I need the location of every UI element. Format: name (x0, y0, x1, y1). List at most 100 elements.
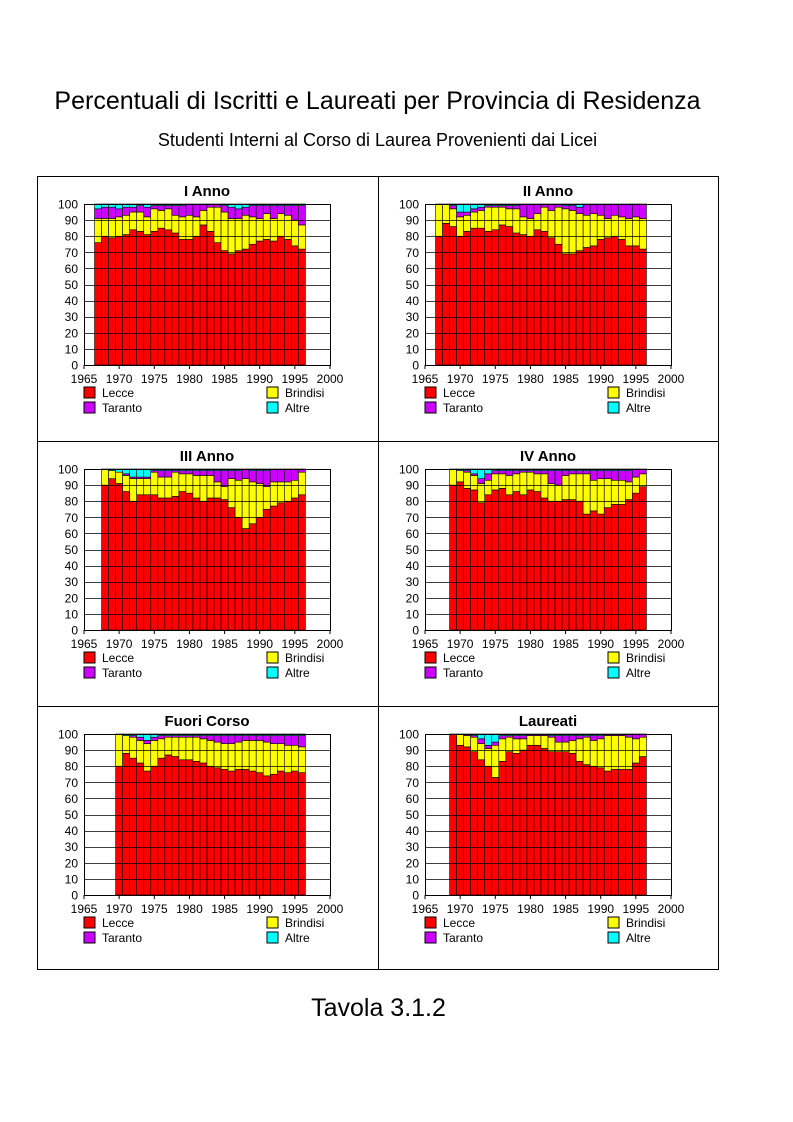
bar-segment-taranto (276, 205, 285, 214)
bar-segment-brindisi (284, 744, 292, 773)
bar-segment-lecce (136, 231, 145, 366)
y-tick-label: 90 (65, 214, 79, 228)
bar-segment-lecce (533, 229, 542, 366)
bar-segment-brindisi (477, 210, 486, 229)
chart-panel: Fuori Corso 0 10 20 30 40 50 60 70 80 90 100 1965 197… (58, 713, 344, 945)
bar-segment-brindisi (255, 483, 264, 518)
bar-segment-lecce (220, 499, 229, 631)
x-tick-label: 1985 (552, 902, 579, 916)
bar-segment-brindisi (157, 210, 166, 229)
bar-segment-lecce (449, 733, 457, 896)
bar-segment-lecce (150, 765, 159, 896)
y-tick-label: 30 (65, 840, 79, 854)
bar-segment-brindisi (561, 208, 570, 255)
bar-segment-lecce (554, 751, 563, 896)
bar-segment-brindisi (199, 475, 208, 502)
x-tick-label: 1975 (482, 372, 509, 386)
y-tick-label: 90 (65, 744, 79, 758)
legend-swatch (266, 651, 279, 664)
plot-frame (425, 734, 672, 896)
y-tick-label: 20 (406, 856, 420, 870)
bar-segment-altre (143, 468, 152, 478)
bar-segment-lecce (220, 250, 229, 366)
bar-segment-taranto (255, 735, 264, 741)
legend-item: Lecce (424, 386, 475, 400)
bar-segment-taranto (206, 735, 215, 741)
y-tick-label: 60 (406, 792, 420, 806)
bar-segment-brindisi (129, 211, 138, 231)
bar-segment-brindisi (101, 468, 109, 486)
y-tick-label: 50 (65, 278, 79, 292)
bar-segment-brindisi (262, 486, 271, 510)
bar-segment-brindisi (575, 213, 584, 251)
bar-segment-taranto (164, 470, 173, 478)
bar-segment-taranto (284, 468, 292, 483)
chart-grid: I Anno 0 10 20 30 40 50 60 70 80 90 100 1965 1970 1975… (37, 176, 719, 970)
y-tick-label: 50 (65, 808, 79, 822)
y-tick-label: 70 (406, 246, 420, 260)
bar-segment-taranto (491, 741, 500, 746)
bar-segment-brindisi (101, 218, 109, 237)
bar-segment-brindisi (171, 736, 180, 757)
x-tick-label: 1990 (246, 372, 273, 386)
legend-label: Taranto (443, 401, 483, 415)
bar-segment-taranto (234, 208, 243, 219)
bar-segment-brindisi (533, 213, 542, 231)
bar-segment-lecce (129, 757, 138, 896)
legend-label: Altre (626, 401, 651, 415)
bar-segment-brindisi (206, 206, 215, 232)
bar-segment-taranto (262, 470, 271, 488)
bar-segment-lecce (463, 488, 471, 631)
x-tick-label: 1970 (447, 902, 474, 916)
legend-item: Altre (266, 401, 310, 415)
x-tick-label: 1965 (412, 372, 439, 386)
bar-segment-lecce (533, 491, 542, 631)
bars (101, 468, 306, 631)
bar-segment-lecce (463, 231, 471, 366)
bars (94, 203, 306, 366)
bar-segment-taranto (276, 468, 285, 483)
bar-segment-brindisi (199, 210, 208, 226)
y-tick-label: 90 (406, 214, 420, 228)
bar-segment-taranto (234, 735, 243, 743)
y-tick-label: 0 (412, 889, 419, 903)
bar-segment-taranto (143, 740, 152, 744)
y-tick-label: 60 (406, 527, 420, 541)
bar-segment-brindisi (526, 735, 535, 746)
bar-segment-lecce (234, 517, 243, 631)
bar-segment-taranto (220, 470, 229, 488)
bar-segment-lecce (122, 234, 130, 366)
x-tick-label: 1985 (552, 637, 579, 651)
bar-segment-brindisi (241, 478, 250, 529)
bar-segment-brindisi (554, 484, 563, 502)
bar-segment-taranto (241, 468, 250, 479)
y-tick-label: 90 (65, 479, 79, 493)
y-tick-label: 20 (65, 326, 79, 340)
bar-segment-taranto (582, 470, 591, 475)
bar-segment-brindisi (449, 208, 457, 227)
x-tick-label: 1975 (141, 902, 168, 916)
bar-segment-taranto (150, 205, 159, 210)
bar-segment-taranto (625, 470, 633, 483)
bar-segment-brindisi (463, 214, 471, 232)
bar-segment-lecce (157, 227, 166, 366)
y-tick-label: 30 (406, 575, 420, 589)
bar-segment-brindisi (456, 470, 464, 483)
bar-segment-taranto (477, 478, 486, 484)
bar-segment-brindisi (213, 741, 222, 769)
y-tick-label: 40 (65, 824, 79, 838)
bar-segment-lecce (632, 492, 640, 631)
bar-segment-taranto (241, 735, 250, 741)
bar-segment-lecce (199, 500, 208, 631)
x-tick-label: 1985 (211, 372, 238, 386)
bar-segment-lecce (596, 513, 605, 631)
y-tick-label: 70 (406, 776, 420, 790)
bar-segment-lecce (143, 494, 152, 631)
legend-item: Altre (266, 931, 310, 945)
bars (435, 203, 647, 366)
bar-segment-lecce (617, 239, 626, 366)
bar-segment-brindisi (484, 206, 493, 232)
bar-segment-brindisi (220, 743, 229, 770)
bar-segment-lecce (262, 239, 271, 366)
